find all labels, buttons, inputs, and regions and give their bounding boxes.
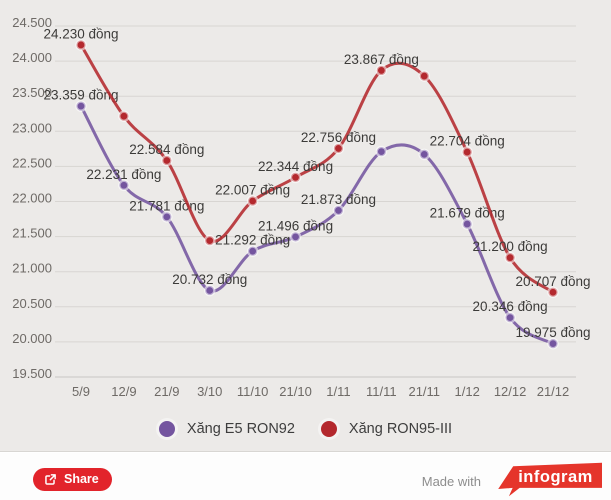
- data-point-x-ng-e5-ron92[interactable]: [75, 100, 87, 112]
- data-point-label: 22.007 đồng: [215, 183, 290, 198]
- data-point-label: 23.359 đồng: [43, 88, 118, 103]
- made-with-text: Made with: [421, 474, 481, 489]
- infogram-logo-text: infogram: [518, 468, 593, 486]
- x-axis-tick-label: 11/11: [366, 384, 397, 399]
- data-point-x-ng-ron95-iii[interactable]: [547, 286, 559, 299]
- data-point-x-ng-ron95-iii[interactable]: [246, 195, 259, 207]
- data-point-x-ng-e5-ron92[interactable]: [332, 204, 345, 217]
- data-point-x-ng-e5-ron92[interactable]: [461, 218, 473, 230]
- legend-label: Xăng E5 RON92: [186, 421, 295, 437]
- series-line-x-ng-e5-ron92: [79, 104, 555, 346]
- legend-item-e5-ron92[interactable]: Xăng E5 RON92: [158, 421, 295, 437]
- legend-label: Xăng RON95-III: [348, 421, 453, 437]
- data-point-x-ng-e5-ron92[interactable]: [203, 284, 216, 297]
- y-axis-tick-label: 19.500: [12, 366, 52, 381]
- data-point-label: 20.346 đồng: [473, 299, 548, 314]
- line-chart-canvas: 24.500 24.000 23.500 23.000 22.500 22.000 21.5…: [12, 15, 590, 399]
- x-axis-tick-label: 11/10: [237, 384, 269, 399]
- data-point-label: 21.679 đồng: [430, 206, 505, 221]
- y-axis-tick-label: 23.500: [12, 85, 52, 100]
- data-point-x-ng-e5-ron92[interactable]: [375, 145, 388, 158]
- fuel-price-chart: 24.500 24.000 23.500 23.000 22.500 22.000 21.5…: [0, 0, 611, 452]
- y-axis-tick-label: 24.000: [12, 50, 52, 65]
- x-axis-tick-label: 21/11: [408, 384, 440, 399]
- data-point-x-ng-ron95-iii[interactable]: [289, 171, 302, 184]
- y-axis-tick-label: 20.000: [12, 331, 52, 346]
- y-axis-tick-label: 23.000: [12, 120, 52, 135]
- data-point-x-ng-ron95-iii[interactable]: [161, 154, 173, 167]
- share-icon: [45, 473, 56, 485]
- chart-legend: Xăng E5 RON92 Xăng RON95-III: [0, 414, 611, 444]
- data-point-x-ng-e5-ron92[interactable]: [118, 179, 130, 192]
- share-button-label: Share: [64, 472, 99, 486]
- data-point-label: 21.873 đồng: [301, 192, 376, 207]
- y-axis-tick-label: 21.500: [12, 226, 52, 241]
- footer-bar: Share Made with infogram: [0, 453, 611, 500]
- x-axis-tick-label: 21/9: [154, 384, 179, 399]
- x-axis-tick-label: 21/10: [279, 384, 312, 399]
- data-point-x-ng-e5-ron92[interactable]: [547, 337, 559, 350]
- data-point-x-ng-e5-ron92[interactable]: [418, 148, 431, 161]
- data-point-x-ng-ron95-iii[interactable]: [375, 64, 388, 77]
- data-point-label: 21.496 đồng: [258, 218, 333, 233]
- data-point-x-ng-ron95-iii[interactable]: [75, 39, 87, 51]
- series-line-x-ng-ron95-iii: [79, 43, 555, 294]
- data-point-label: 20.707 đồng: [515, 274, 590, 289]
- data-point-label: 22.231 đồng: [86, 167, 161, 182]
- x-axis-tick-label: 12/12: [494, 384, 527, 399]
- y-axis-tick-label: 21.000: [12, 261, 52, 276]
- data-point-x-ng-ron95-iii[interactable]: [118, 110, 130, 123]
- data-point-label: 21.781 đồng: [129, 198, 204, 213]
- share-button[interactable]: Share: [33, 468, 112, 491]
- data-point-label: 19.975 đồng: [515, 325, 590, 340]
- x-axis-tick-label: 21/12: [537, 384, 570, 399]
- data-point-x-ng-e5-ron92[interactable]: [289, 231, 302, 243]
- y-axis-tick-label: 24.500: [12, 15, 52, 30]
- data-point-x-ng-ron95-iii[interactable]: [203, 234, 216, 247]
- x-axis-tick-label: 1/11: [326, 384, 350, 399]
- data-point-label: 22.756 đồng: [301, 130, 376, 145]
- data-point-label: 21.200 đồng: [473, 239, 548, 254]
- y-axis-tick-label: 22.000: [12, 191, 52, 206]
- data-point-x-ng-ron95-iii[interactable]: [461, 146, 473, 158]
- data-point-label: 22.584 đồng: [129, 142, 204, 157]
- data-point-x-ng-ron95-iii[interactable]: [332, 142, 345, 155]
- y-axis-tick-label: 20.500: [12, 296, 52, 311]
- x-axis-tick-label: 3/10: [197, 384, 222, 399]
- data-point-label: 22.704 đồng: [430, 134, 505, 149]
- legend-dot-purple: [158, 421, 175, 437]
- data-point-x-ng-ron95-iii[interactable]: [418, 70, 431, 82]
- legend-item-ron95-iii[interactable]: Xăng RON95-III: [320, 421, 453, 437]
- infogram-logo[interactable]: infogram: [498, 462, 602, 497]
- data-point-x-ng-ron95-iii[interactable]: [504, 251, 516, 264]
- data-point-label: 20.732 đồng: [172, 272, 247, 287]
- data-point-label: 23.867 đồng: [344, 52, 419, 67]
- x-axis-tick-label: 5/9: [72, 384, 90, 399]
- data-point-x-ng-e5-ron92[interactable]: [246, 245, 259, 258]
- y-axis-tick-label: 22.500: [12, 155, 52, 170]
- data-point-x-ng-e5-ron92[interactable]: [504, 311, 516, 324]
- x-axis-tick-label: 1/12: [455, 384, 480, 399]
- data-point-label: 21.292 đồng: [215, 233, 290, 248]
- data-point-x-ng-e5-ron92[interactable]: [161, 211, 173, 223]
- data-point-label: 22.344 đồng: [258, 159, 333, 174]
- data-point-label: 24.230 đồng: [43, 26, 118, 41]
- x-axis-tick-label: 12/9: [111, 384, 136, 399]
- legend-dot-red: [320, 421, 337, 437]
